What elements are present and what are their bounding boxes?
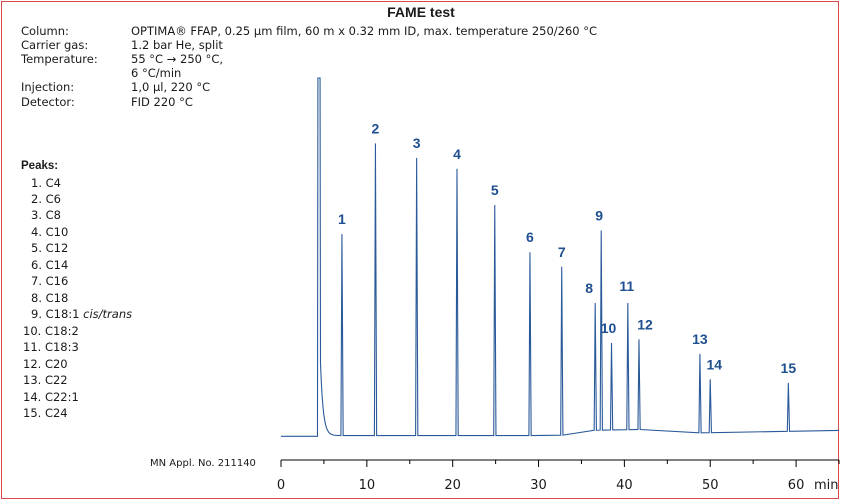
- condition-value: FID 220 °C: [131, 95, 193, 109]
- condition-label: Column:: [21, 24, 69, 38]
- peak-label: 3: [413, 135, 421, 151]
- condition-label: Injection:: [21, 80, 75, 94]
- peak-label: 7: [558, 244, 566, 260]
- x-tick-label: 30: [530, 478, 547, 493]
- peak-label: 1: [338, 211, 346, 227]
- x-tick-label: 20: [444, 478, 461, 493]
- peak-label: 9: [595, 207, 603, 223]
- peak-list-item: 1. C4: [31, 176, 61, 190]
- peak-label: 12: [637, 316, 653, 332]
- peak-list-item: 2. C6: [31, 192, 61, 206]
- condition-label: Carrier gas:: [21, 38, 89, 52]
- peak-label: 15: [781, 360, 797, 376]
- peak-label: 11: [619, 278, 634, 294]
- application-number: MN Appl. No. 211140: [150, 458, 256, 469]
- peak-list-item: 15. C24: [23, 406, 68, 420]
- peak-label: 2: [372, 120, 380, 136]
- peak-list-item: 12. C20: [23, 357, 68, 371]
- peak-label: 6: [526, 229, 534, 245]
- peak-label: 8: [585, 280, 593, 296]
- peak-list-item: 5. C12: [31, 241, 69, 255]
- peak-list-item: 7. C16: [31, 274, 69, 288]
- peak-label: 5: [491, 182, 499, 198]
- peak-list-item: 3. C8: [31, 208, 61, 222]
- x-tick-label: 40: [616, 478, 633, 493]
- x-tick-label: 10: [359, 478, 376, 493]
- condition-value: 55 °C → 250 °C,: [131, 52, 224, 66]
- chart-title: FAME test: [387, 4, 455, 20]
- x-tick-label: 50: [702, 478, 719, 493]
- peak-list-item: 10. C18:2: [23, 324, 79, 338]
- peak-list-item: 4. C10: [31, 225, 69, 239]
- peak-list-item: 9. C18:1 cis/trans: [31, 307, 133, 321]
- peak-label: 10: [601, 320, 617, 336]
- peak-list-item: 6. C14: [31, 258, 69, 272]
- condition-value: 1.2 bar He, split: [131, 38, 223, 52]
- condition-value: 1,0 µl, 220 °C: [131, 80, 211, 94]
- peak-label: 14: [706, 356, 722, 372]
- condition-label: Temperature:: [21, 52, 98, 66]
- peak-list-item: 11. C18:3: [23, 340, 79, 354]
- peak-list-item: 13. C22: [23, 373, 68, 387]
- condition-label: Detector:: [21, 95, 75, 109]
- chromatogram-trace: [281, 77, 840, 437]
- condition-value: 6 °C/min: [131, 66, 182, 80]
- peak-label: 13: [692, 331, 708, 347]
- peaks-heading: Peaks:: [21, 160, 59, 172]
- peak-label: 4: [453, 146, 461, 162]
- x-tick-label: 60: [788, 478, 805, 493]
- peak-list-item: 14. C22:1: [23, 390, 79, 404]
- condition-value: OPTIMA® FFAP, 0.25 µm film, 60 m x 0.32 …: [131, 24, 598, 38]
- x-tick-label: 0: [277, 478, 285, 493]
- x-axis-unit: min: [814, 478, 839, 493]
- peak-list-item: 8. C18: [31, 291, 69, 305]
